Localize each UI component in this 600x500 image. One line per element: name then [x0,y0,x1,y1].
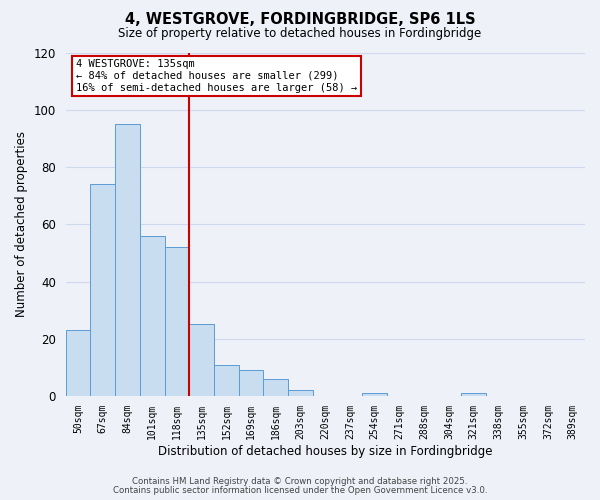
Bar [190,324,214,396]
Bar [362,393,387,396]
Bar [263,379,288,396]
Bar [140,236,164,396]
Text: 4, WESTGROVE, FORDINGBRIDGE, SP6 1LS: 4, WESTGROVE, FORDINGBRIDGE, SP6 1LS [125,12,475,28]
Text: Contains public sector information licensed under the Open Government Licence v3: Contains public sector information licen… [113,486,487,495]
Bar [65,330,91,396]
Text: 4 WESTGROVE: 135sqm
← 84% of detached houses are smaller (299)
16% of semi-detac: 4 WESTGROVE: 135sqm ← 84% of detached ho… [76,60,357,92]
Bar [239,370,263,396]
Y-axis label: Number of detached properties: Number of detached properties [15,132,28,318]
X-axis label: Distribution of detached houses by size in Fordingbridge: Distribution of detached houses by size … [158,444,493,458]
Text: Size of property relative to detached houses in Fordingbridge: Size of property relative to detached ho… [118,28,482,40]
Bar [115,124,140,396]
Text: Contains HM Land Registry data © Crown copyright and database right 2025.: Contains HM Land Registry data © Crown c… [132,477,468,486]
Bar [164,247,190,396]
Bar [214,364,239,396]
Bar [288,390,313,396]
Bar [461,393,486,396]
Bar [91,184,115,396]
